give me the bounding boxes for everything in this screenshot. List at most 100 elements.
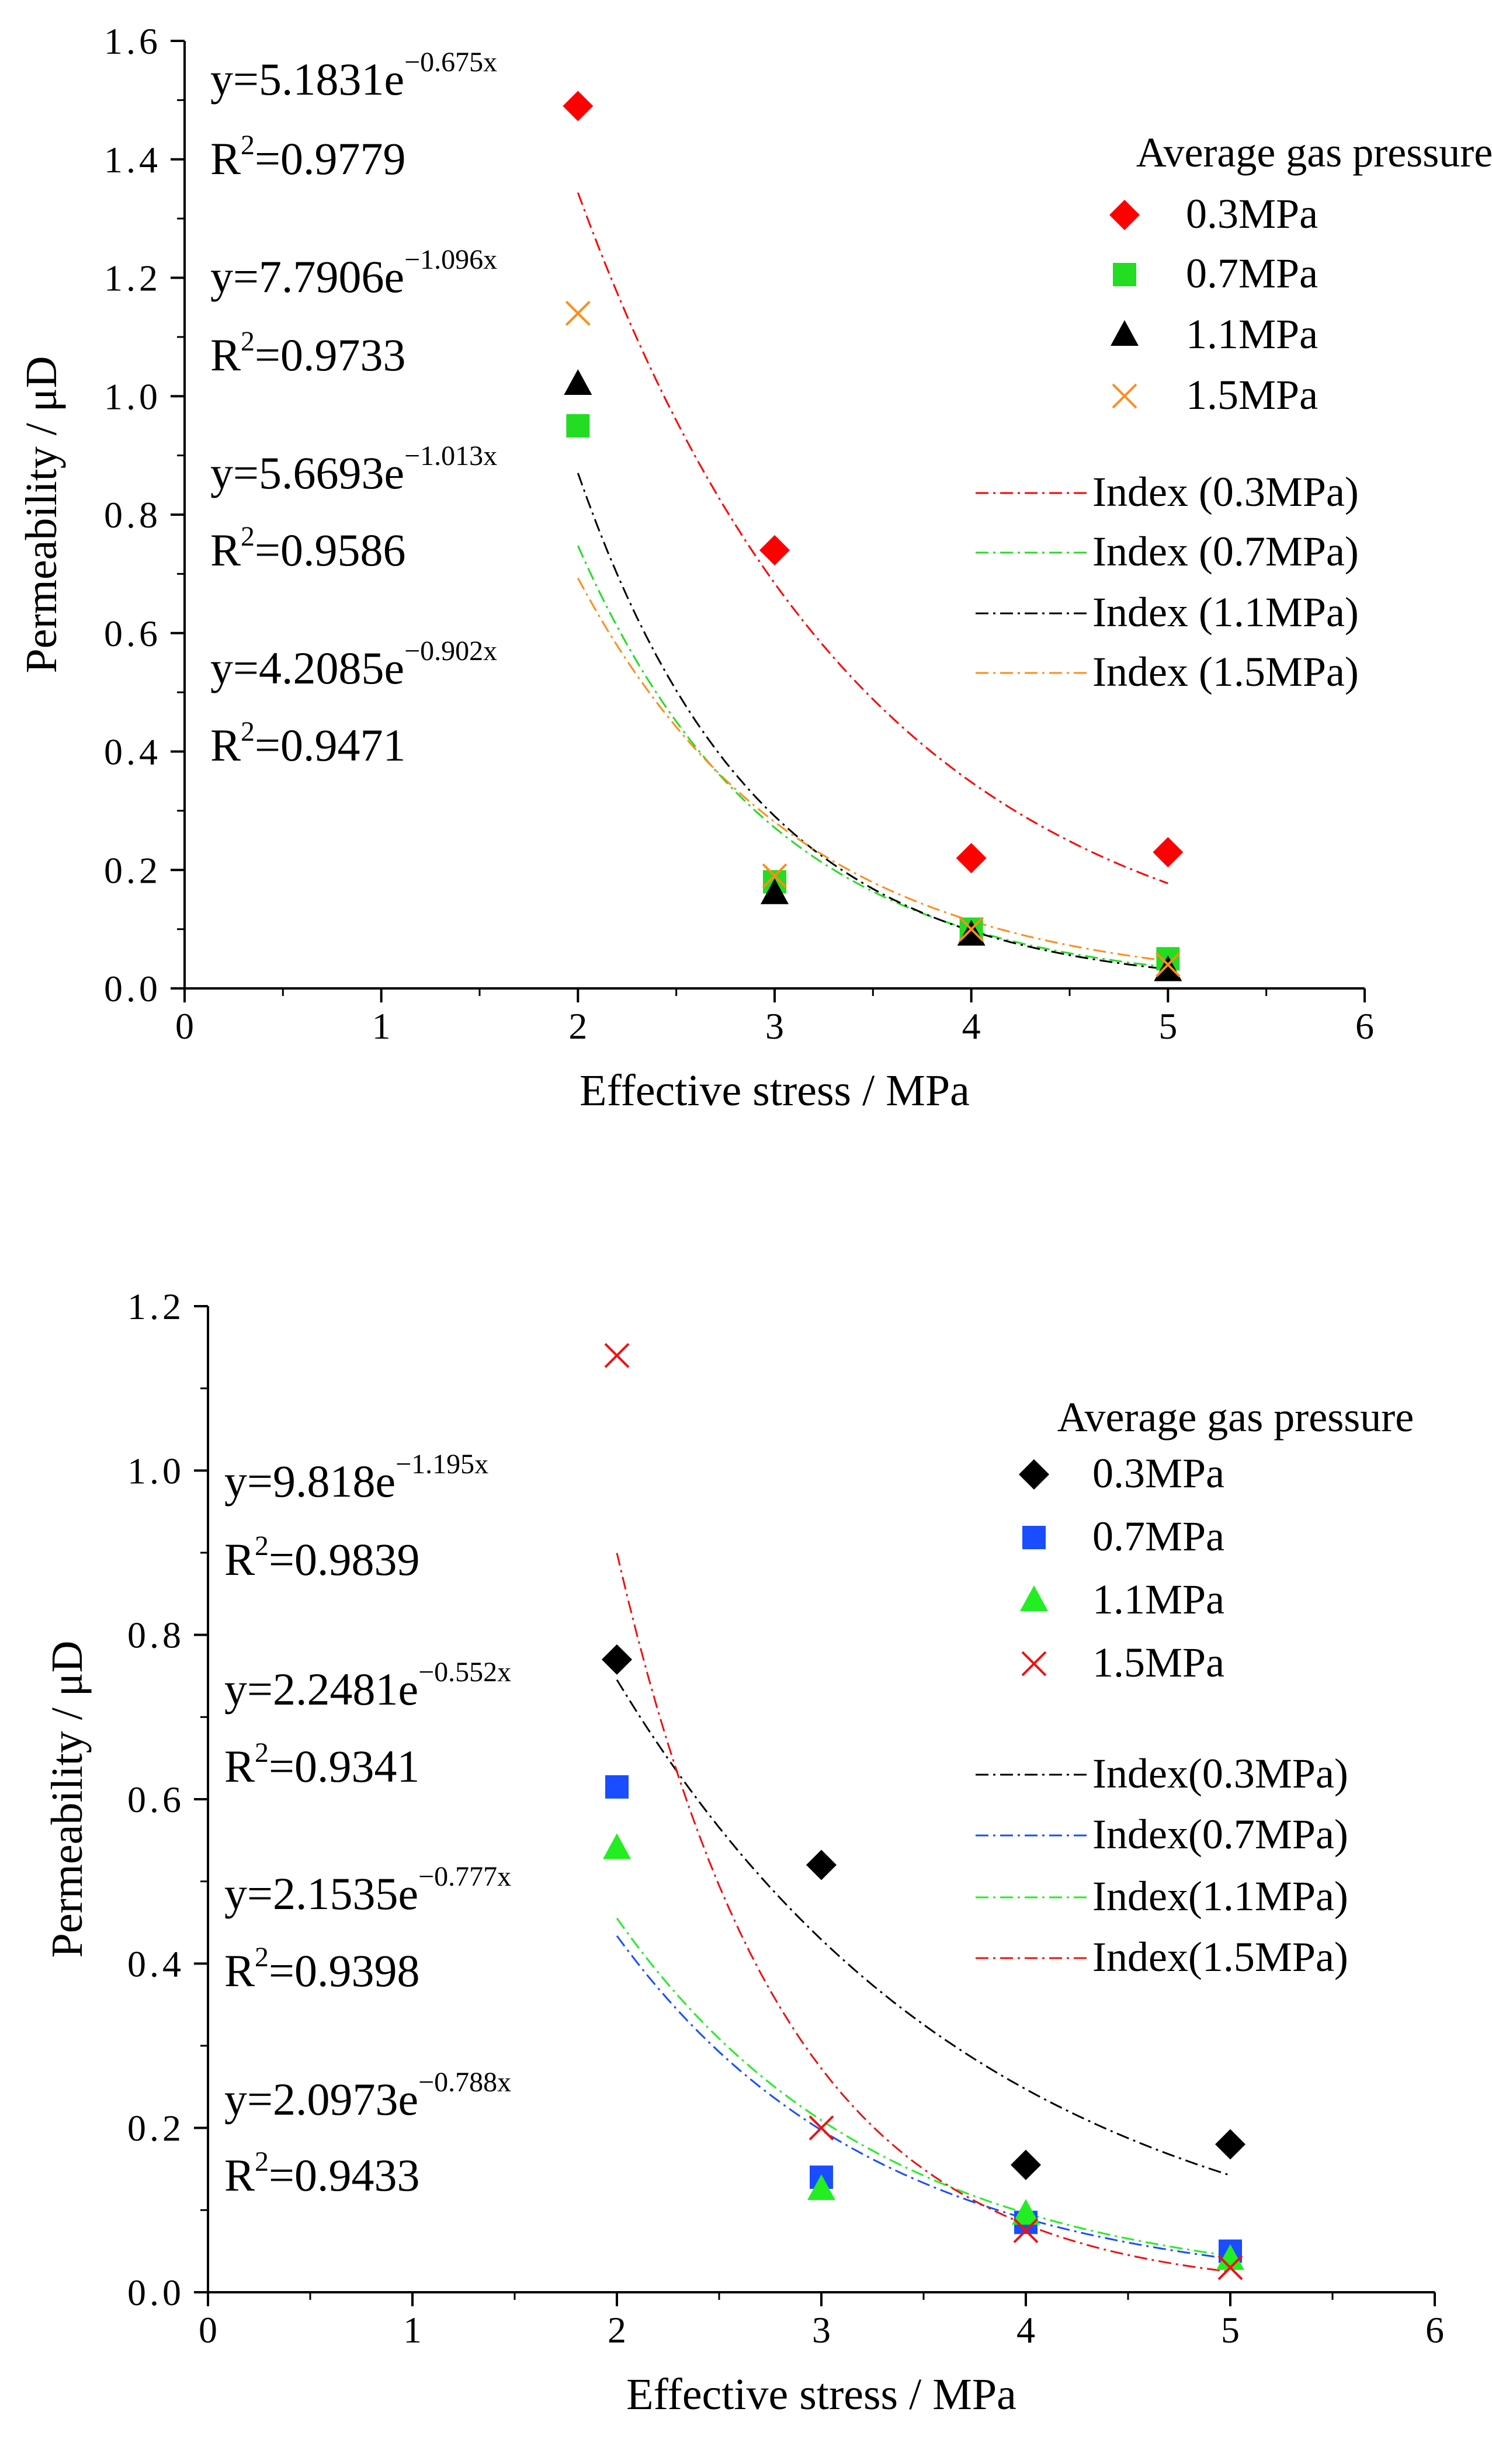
- fit-r-squared: R2=0.9433: [224, 2146, 420, 2201]
- fit-equation: y=9.818e−1.195x: [224, 1449, 488, 1507]
- r-squared-value: =0.9341: [269, 1741, 420, 1792]
- fit-curve-1: [577, 192, 1168, 884]
- x-axis-title: Effective stress / MPa: [580, 1066, 970, 1115]
- y-tick-label: 0.8: [127, 1615, 185, 1656]
- bottom-chart: 0 1 2 3 4 5 6 0.0 0.2 0.4 0.6 0.8 1.0 1.2 Effective st…: [43, 1286, 1444, 2419]
- r-squared-symbol: R: [224, 2150, 255, 2201]
- r-squared-value: =0.9433: [269, 2150, 420, 2201]
- data-point-x: [1155, 952, 1181, 977]
- y-tick-label: 0.0: [104, 968, 161, 1009]
- legend-label: 1.5MPa: [1092, 1639, 1224, 1686]
- fit-equation-exponent: −1.013x: [404, 440, 497, 471]
- fit-r-squared: R2=0.9398: [224, 1942, 420, 1996]
- fit-r-squared: R2=0.9779: [210, 130, 406, 184]
- fit-equation-coefficient: y=2.2481e: [224, 1664, 418, 1715]
- data-point-x: [1217, 2255, 1243, 2281]
- x-tick-label: 4: [1016, 2309, 1035, 2351]
- data-point-triangle: [1216, 2244, 1244, 2270]
- r-squared-superscript: 2: [241, 716, 255, 747]
- fit-equation-coefficient: y=9.818e: [224, 1456, 395, 1507]
- r-squared-symbol: R: [210, 329, 241, 380]
- legend-label: 0.3MPa: [1186, 190, 1318, 237]
- fit-equation: y=2.1535e−0.777x: [224, 1861, 511, 1919]
- fit-equation-exponent: −0.902x: [404, 636, 497, 667]
- legend-fit-label: Index(1.5MPa): [1092, 1934, 1348, 1980]
- y-tick-label: 0.2: [104, 849, 161, 891]
- fit-curve-4: [577, 577, 1168, 962]
- x-tick-label: 3: [765, 1005, 784, 1047]
- x-tick-label: 2: [608, 2309, 626, 2351]
- fit-equation-exponent: −1.195x: [395, 1449, 488, 1480]
- fit-equation-coefficient: y=4.2085e: [210, 643, 404, 693]
- legend-fit-label: Index (0.7MPa): [1092, 528, 1359, 575]
- fit-equation: y=4.2085e−0.902x: [210, 636, 497, 693]
- data-point-x: [959, 917, 984, 942]
- fit-r-squared: R2=0.9839: [224, 1531, 420, 1585]
- r-squared-value: =0.9586: [255, 525, 406, 575]
- fit-equation-exponent: −0.675x: [404, 47, 497, 78]
- data-point-x: [604, 1342, 630, 1368]
- legend-fit-label: Index(0.3MPa): [1092, 1750, 1348, 1797]
- data-point-x: [565, 300, 591, 326]
- data-point-diamond: [1011, 2149, 1041, 2180]
- r-squared-symbol: R: [210, 525, 241, 575]
- data-point-triangle: [957, 919, 986, 946]
- r-squared-symbol: R: [224, 1741, 255, 1792]
- legend-marker-diamond: [1019, 1459, 1049, 1490]
- data-point-triangle: [603, 1833, 631, 1859]
- y-tick-label: 0.4: [104, 731, 161, 773]
- legend-label: 1.1MPa: [1092, 1576, 1224, 1623]
- legend-label: 0.7MPa: [1092, 1513, 1224, 1560]
- legend-marker-triangle: [1020, 1585, 1048, 1611]
- data-point-diamond: [956, 842, 987, 873]
- fit-equation-exponent: −1.096x: [404, 244, 497, 275]
- y-tick-label: 0.8: [104, 494, 161, 536]
- fit-curve-3: [616, 1917, 1231, 2257]
- legend-marker-square: [1113, 263, 1136, 286]
- r-squared-superscript: 2: [241, 326, 255, 357]
- data-point-square: [566, 414, 590, 438]
- r-squared-value: =0.9779: [255, 133, 406, 184]
- y-tick-label: 0.6: [127, 1779, 185, 1820]
- r-squared-superscript: 2: [255, 1942, 269, 1973]
- legend-title: Average gas pressure: [1057, 1394, 1414, 1441]
- x-tick-label: 0: [199, 2309, 217, 2351]
- y-tick-label: 1.2: [104, 258, 161, 299]
- x-tick-label: 6: [1425, 2309, 1444, 2351]
- y-tick-label: 0.4: [127, 1943, 185, 1984]
- fit-curve-2: [577, 545, 1168, 969]
- top-chart: 0 1 2 3 4 5 6 0.0 0.2 0.4 0.6 0.8 1.0 1.2 1.4 1.6 Effect…: [17, 20, 1492, 1115]
- data-point-diamond: [563, 91, 594, 122]
- data-point-diamond: [759, 535, 790, 565]
- r-squared-superscript: 2: [255, 2146, 269, 2177]
- r-squared-value: =0.9839: [269, 1534, 420, 1585]
- fit-equation-coefficient: y=5.1831e: [210, 54, 404, 105]
- x-tick-label: 3: [812, 2309, 831, 2351]
- r-squared-symbol: R: [210, 133, 241, 184]
- y-axis-title: Permeability / μD: [17, 356, 66, 673]
- data-point-x: [1013, 2218, 1039, 2243]
- r-squared-value: =0.9733: [255, 329, 406, 380]
- legend-marker-x: [1112, 383, 1137, 409]
- y-tick-label: 0.6: [104, 613, 161, 654]
- legend-fit-label: Index (1.5MPa): [1092, 648, 1359, 695]
- data-point-diamond: [1153, 837, 1184, 867]
- legend-marker-square: [1022, 1526, 1046, 1549]
- legend-label: 1.5MPa: [1186, 372, 1318, 418]
- data-point-triangle: [1012, 2199, 1040, 2225]
- fit-r-squared: R2=0.9471: [210, 716, 406, 771]
- fit-r-squared: R2=0.9733: [210, 326, 406, 380]
- x-tick-label: 5: [1221, 2309, 1240, 2351]
- fit-curve-1: [616, 1679, 1231, 2177]
- legend-marker-x: [1021, 1651, 1047, 1677]
- fit-equation-exponent: −0.552x: [418, 1657, 511, 1688]
- fit-r-squared: R2=0.9341: [224, 1737, 420, 1792]
- fit-equation-coefficient: y=7.7906e: [210, 251, 404, 302]
- legend-fit-label: Index(0.7MPa): [1092, 1811, 1348, 1858]
- r-squared-value: =0.9398: [269, 1945, 420, 1996]
- r-squared-superscript: 2: [255, 1531, 269, 1561]
- y-tick-label: 1.2: [127, 1286, 185, 1327]
- legend-fit-label: Index(1.1MPa): [1092, 1873, 1348, 1920]
- y-tick-label: 1.0: [127, 1450, 185, 1491]
